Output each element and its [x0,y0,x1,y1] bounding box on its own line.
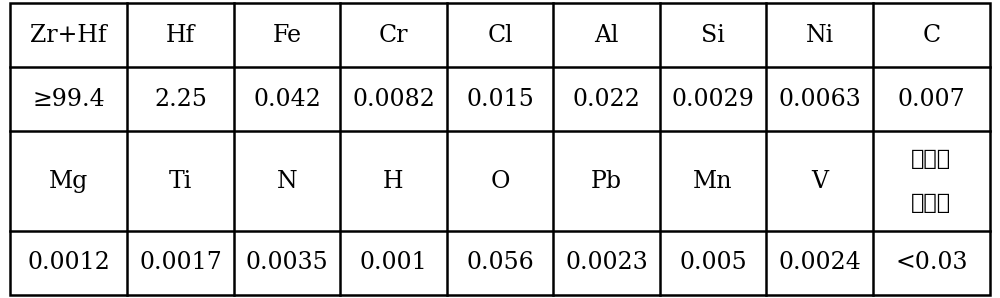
Text: 0.056: 0.056 [466,252,534,274]
Text: 0.007: 0.007 [898,88,965,111]
Text: Cr: Cr [379,24,408,46]
Text: ≥99.4: ≥99.4 [32,88,105,111]
Text: V: V [811,170,828,193]
Text: 0.0024: 0.0024 [778,252,861,274]
Text: 其他单: 其他单 [911,149,951,169]
Text: Mn: Mn [693,170,733,193]
Text: O: O [490,170,510,193]
Text: 0.0012: 0.0012 [27,252,110,274]
Text: 0.0023: 0.0023 [565,252,648,274]
Text: Ni: Ni [806,24,834,46]
Text: 0.022: 0.022 [573,88,640,111]
Text: Ti: Ti [169,170,192,193]
Text: 2.25: 2.25 [154,88,207,111]
Text: Hf: Hf [166,24,195,46]
Text: Pb: Pb [591,170,622,193]
Text: 0.0063: 0.0063 [778,88,861,111]
Text: Fe: Fe [272,24,302,46]
Text: H: H [383,170,404,193]
Text: 0.005: 0.005 [679,252,747,274]
Text: 0.0029: 0.0029 [672,88,754,111]
Text: Mg: Mg [49,170,88,193]
Text: 0.042: 0.042 [253,88,321,111]
Text: N: N [277,170,297,193]
Text: C: C [922,24,940,46]
Text: Cl: Cl [487,24,513,46]
Text: Si: Si [701,24,725,46]
Text: 0.0035: 0.0035 [246,252,328,274]
Text: Al: Al [594,24,619,46]
Text: 0.015: 0.015 [466,88,534,111]
Text: 一元素: 一元素 [911,193,951,213]
Text: 0.001: 0.001 [360,252,427,274]
Text: 0.0017: 0.0017 [139,252,222,274]
Text: Zr+Hf: Zr+Hf [30,24,107,46]
Text: 0.0082: 0.0082 [352,88,435,111]
Text: <0.03: <0.03 [895,252,968,274]
